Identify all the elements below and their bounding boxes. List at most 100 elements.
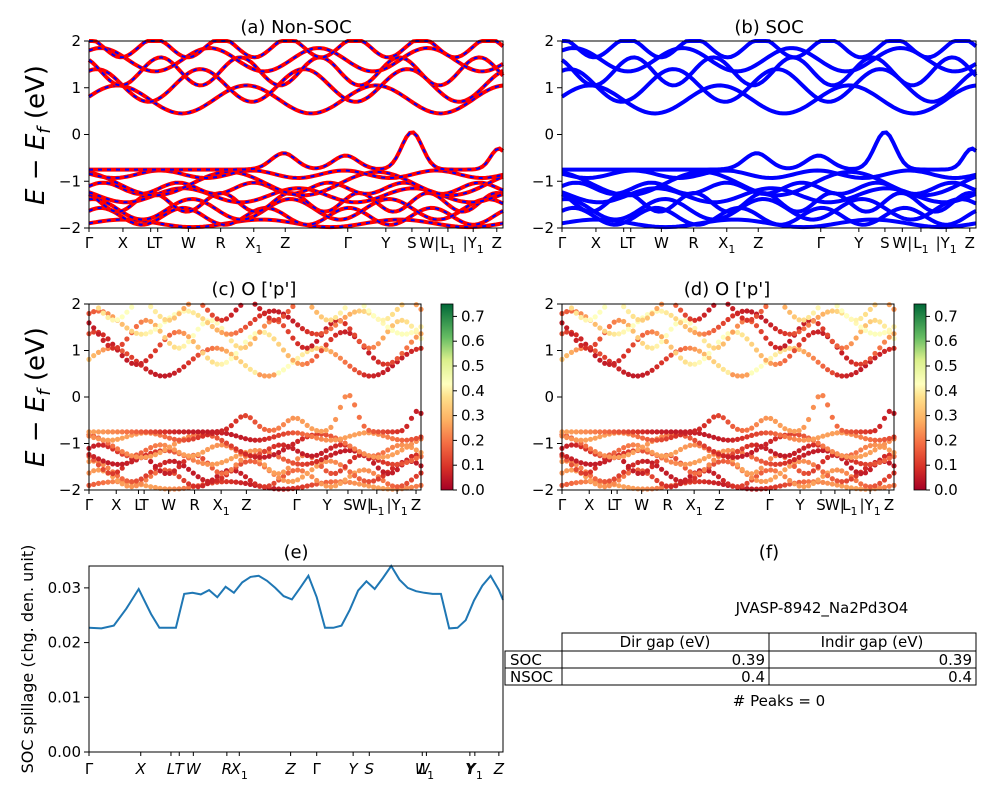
proj-point-c	[295, 360, 301, 366]
proj-point-d	[597, 429, 603, 435]
proj-point-d	[810, 330, 817, 336]
proj-point-d	[715, 459, 722, 465]
proj-point-d	[829, 308, 835, 314]
proj-point-c	[148, 304, 154, 310]
proj-point-d	[578, 460, 584, 466]
proj-point-c	[323, 483, 329, 489]
proj-point-d	[867, 443, 873, 449]
xtick-label-e: R	[222, 760, 232, 778]
proj-point-d	[568, 305, 575, 311]
proj-point-d	[706, 468, 712, 474]
proj-point-c	[171, 315, 177, 321]
proj-point-d	[777, 470, 783, 477]
proj-point-c	[205, 446, 211, 453]
proj-point-c	[190, 470, 196, 476]
proj-point-c	[408, 415, 415, 421]
proj-point-d	[706, 350, 712, 357]
proj-point-d	[711, 327, 717, 334]
proj-point-d	[881, 415, 888, 421]
proj-point-d	[801, 458, 807, 464]
proj-point-d	[867, 319, 873, 325]
proj-point-c	[261, 426, 268, 432]
proj-point-d	[644, 447, 651, 453]
proj-point-d	[625, 429, 632, 435]
cbar-label-d: 0.1	[934, 456, 958, 474]
proj-point-c	[304, 432, 310, 438]
proj-point-c	[295, 430, 301, 436]
proj-point-d	[625, 322, 632, 328]
proj-point-c	[95, 436, 102, 442]
xtick-label-b: Y	[853, 234, 864, 252]
proj-point-d	[621, 429, 627, 435]
ytick-label-d: −1	[532, 435, 554, 453]
proj-point-d	[810, 449, 817, 455]
proj-point-c	[162, 470, 168, 476]
proj-point-c	[186, 437, 192, 443]
proj-point-c	[276, 370, 282, 376]
panel-e-ylabel: SOC spillage (chg. den. unit)	[18, 545, 37, 774]
proj-point-c	[152, 429, 158, 435]
proj-point-c	[276, 475, 282, 481]
xtick-label-c: T	[139, 496, 150, 514]
proj-point-c	[347, 433, 353, 439]
proj-point-d	[564, 481, 570, 487]
proj-point-c	[157, 342, 163, 348]
proj-point-c	[190, 310, 196, 316]
proj-point-d	[692, 479, 698, 485]
xtick-label-e: L1	[419, 760, 434, 782]
proj-point-d	[640, 486, 646, 492]
proj-point-c	[371, 470, 377, 476]
proj-point-c	[261, 448, 268, 455]
proj-point-d	[640, 372, 646, 378]
proj-point-c	[323, 428, 329, 434]
proj-point-d	[739, 315, 745, 321]
proj-point-c	[242, 436, 249, 442]
proj-point-c	[119, 314, 125, 320]
proj-point-d	[858, 366, 864, 373]
proj-point-c	[399, 355, 405, 361]
proj-point-d	[720, 320, 726, 326]
proj-point-d	[801, 336, 807, 343]
proj-point-c	[114, 477, 121, 484]
proj-point-d	[758, 458, 764, 464]
proj-point-c	[328, 470, 334, 476]
proj-point-d	[668, 344, 674, 350]
xtick-label-a: Z	[280, 234, 290, 252]
proj-point-c	[408, 484, 415, 490]
proj-point-d	[782, 474, 788, 480]
proj-point-d	[867, 306, 873, 312]
proj-point-c	[352, 432, 358, 438]
proj-point-c	[157, 462, 163, 468]
proj-point-c	[181, 452, 187, 458]
proj-point-c	[404, 437, 410, 443]
proj-point-d	[611, 454, 617, 460]
proj-point-c	[304, 461, 310, 467]
proj-point-d	[862, 359, 869, 365]
proj-point-c	[399, 483, 405, 489]
ytick-label-d: −2	[532, 481, 554, 499]
proj-point-d	[744, 372, 750, 378]
proj-point-d	[815, 329, 821, 335]
proj-point-d	[654, 343, 660, 349]
proj-point-d	[763, 303, 769, 310]
proj-point-c	[114, 446, 121, 452]
proj-point-d	[820, 433, 826, 439]
proj-point-d	[573, 480, 579, 486]
band-a-8-overlay	[89, 131, 504, 171]
proj-point-c	[171, 344, 177, 350]
xtick-label-d: T	[612, 496, 623, 514]
ytick-label-e: 0.00	[48, 743, 81, 761]
proj-point-d	[621, 353, 627, 359]
proj-point-d	[839, 345, 845, 351]
proj-point-c	[157, 449, 163, 456]
proj-point-c	[271, 308, 277, 314]
proj-point-d	[682, 312, 688, 318]
proj-point-c	[152, 322, 158, 328]
proj-point-d	[573, 310, 579, 316]
proj-point-c	[190, 453, 196, 459]
proj-point-d	[568, 467, 575, 473]
proj-point-c	[95, 480, 102, 486]
proj-point-c	[333, 314, 339, 321]
ytick-label-c: 1	[71, 342, 81, 360]
